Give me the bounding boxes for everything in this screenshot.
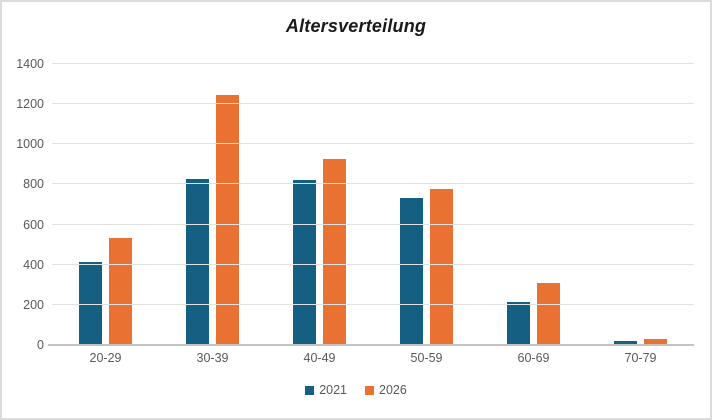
legend: 2021 2026	[2, 383, 710, 397]
plot-area	[48, 63, 694, 346]
y-tick-label: 1000	[16, 137, 44, 152]
bar-2026-50-59	[430, 189, 453, 345]
gridline	[52, 303, 694, 305]
bar-2021-60-69	[507, 302, 530, 345]
gridline	[52, 63, 694, 64]
bar-2026-20-29	[109, 238, 132, 345]
y-tick-label: 400	[23, 257, 44, 272]
y-tick-label: 1400	[16, 57, 44, 71]
legend-item-2021: 2021	[305, 383, 347, 397]
bar-2021-30-39	[186, 179, 209, 345]
x-axis-label: 40-49	[303, 351, 336, 365]
gridline	[52, 143, 694, 145]
legend-label-2026: 2026	[379, 383, 407, 397]
x-axis-label: 20-29	[89, 351, 122, 365]
gridline	[52, 263, 694, 265]
x-axis-label: 50-59	[410, 351, 443, 365]
legend-label-2021: 2021	[319, 383, 347, 397]
bar-2026-40-49	[323, 159, 346, 345]
gridline	[52, 223, 694, 225]
bar-group-60-69	[480, 64, 587, 345]
y-tick-label: 0	[37, 338, 44, 352]
bar-2021-20-29	[79, 262, 102, 345]
chart-title: Altersverteilung	[285, 16, 427, 36]
y-tick-label: 600	[23, 217, 44, 232]
gridline	[52, 103, 694, 105]
bar-2026-70-79	[644, 339, 667, 345]
y-tick-label: 200	[23, 297, 44, 312]
gridline	[52, 183, 694, 185]
bar-group-50-59	[373, 64, 480, 345]
bar-group-40-49	[266, 64, 373, 345]
legend-swatch-2026-icon	[365, 385, 374, 395]
bar-group-30-39	[159, 64, 266, 345]
bar-2026-60-69	[537, 283, 560, 345]
bar-2021-40-49	[293, 180, 316, 345]
bar-2021-50-59	[400, 198, 423, 345]
bar-group-70-79	[587, 64, 694, 345]
bar-2026-30-39	[216, 95, 239, 345]
x-axis-line	[48, 344, 694, 346]
legend-swatch-2021-icon	[305, 385, 315, 395]
x-axis-label: 30-39	[196, 351, 229, 365]
bar-group-20-29	[52, 64, 159, 345]
y-tick-label: 800	[23, 177, 44, 192]
x-axis-label: 60-69	[517, 351, 550, 365]
bar-groups	[52, 64, 694, 345]
bar-2021-70-79	[614, 341, 637, 345]
x-axis-label: 70-79	[624, 351, 657, 365]
legend-item-2026: 2026	[365, 383, 407, 397]
x-axis: 20-29 30-39 40-49 50-59 60-69 70-79	[52, 351, 694, 365]
y-tick-label: 1200	[16, 97, 44, 112]
